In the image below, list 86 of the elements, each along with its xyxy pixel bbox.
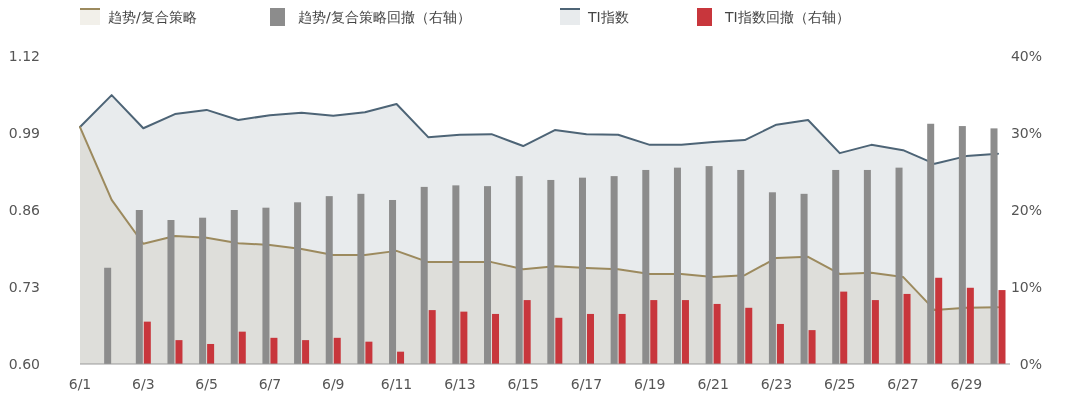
bar — [238, 331, 246, 364]
legend-label: 趋势/复合策略 — [108, 9, 197, 25]
bar — [389, 199, 397, 364]
y-tick-label: 0.73 — [8, 279, 40, 295]
bar — [681, 300, 689, 364]
bar — [895, 167, 903, 364]
bar — [262, 207, 270, 364]
legend-label: TI指数回撤（右轴） — [724, 9, 850, 25]
x-tick-label: 6/19 — [634, 376, 666, 392]
bar — [832, 169, 840, 364]
bar — [333, 337, 341, 364]
bar — [871, 300, 879, 364]
bar — [420, 186, 428, 364]
bar — [705, 166, 713, 364]
bar — [800, 193, 808, 364]
bar — [840, 291, 848, 364]
y-tick-label: 0.60 — [8, 356, 40, 372]
bar — [713, 303, 721, 364]
x-tick-label: 6/17 — [570, 376, 603, 392]
x-tick-label: 6/7 — [258, 376, 282, 392]
bar — [175, 340, 183, 364]
x-tick-label: 6/29 — [950, 376, 983, 392]
x-tick-label: 6/27 — [887, 376, 919, 392]
bar — [230, 210, 238, 364]
x-tick-label: 6/11 — [380, 376, 413, 392]
bar — [547, 179, 555, 364]
x-tick-label: 6/3 — [132, 376, 155, 392]
bar — [452, 185, 460, 364]
bar — [958, 126, 966, 364]
y2-tick-label: 10% — [1010, 279, 1042, 295]
bar — [998, 290, 1006, 364]
bar — [618, 313, 626, 364]
bar — [927, 123, 935, 364]
bar — [808, 330, 816, 364]
y2-tick-label: 40% — [1010, 48, 1042, 64]
bar — [492, 313, 500, 364]
y2-tick-label: 20% — [1010, 202, 1042, 218]
x-tick-label: 6/5 — [195, 376, 218, 392]
bar — [294, 202, 302, 364]
legend-label: TI指数 — [587, 9, 629, 25]
bar — [515, 176, 523, 364]
bar — [990, 128, 998, 364]
x-tick-label: 6/9 — [321, 376, 345, 392]
bar — [270, 337, 278, 364]
legend-label: 趋势/复合策略回撤（右轴） — [298, 9, 471, 25]
bar — [302, 340, 310, 364]
bar — [143, 321, 151, 364]
bar — [207, 343, 215, 364]
bar — [776, 323, 784, 364]
x-tick-label: 6/15 — [507, 376, 539, 392]
bar — [966, 287, 974, 364]
bar — [650, 300, 658, 364]
bar — [357, 193, 365, 364]
x-tick-label: 6/23 — [760, 376, 793, 392]
y2-tick-label: 30% — [1010, 125, 1042, 141]
bar — [555, 317, 563, 364]
bar — [365, 341, 373, 364]
bar — [199, 217, 207, 364]
bar — [903, 293, 911, 364]
bar — [673, 167, 681, 364]
bar — [484, 186, 492, 364]
bar — [737, 169, 745, 364]
bar — [167, 220, 175, 364]
bar — [863, 169, 871, 364]
y-tick-label: 0.99 — [8, 125, 40, 141]
bar — [428, 310, 436, 364]
bar — [642, 169, 650, 364]
bar — [460, 311, 468, 364]
bar — [578, 177, 586, 364]
bar — [935, 277, 943, 364]
bar — [397, 351, 405, 364]
bar — [325, 196, 333, 364]
bar — [135, 210, 143, 364]
x-tick-label: 6/13 — [444, 376, 476, 392]
x-tick-label: 6/21 — [697, 376, 729, 392]
y2-tick-label: 0% — [1019, 356, 1042, 372]
bar — [104, 267, 112, 364]
bar — [523, 300, 531, 364]
bar — [768, 192, 776, 364]
x-tick-label: 6/25 — [824, 376, 856, 392]
bar — [610, 176, 618, 364]
y-tick-label: 0.86 — [8, 202, 41, 218]
y-tick-label: 1.12 — [8, 48, 40, 64]
bar — [745, 307, 753, 364]
x-tick-label: 6/1 — [68, 376, 92, 392]
bar — [586, 313, 594, 364]
